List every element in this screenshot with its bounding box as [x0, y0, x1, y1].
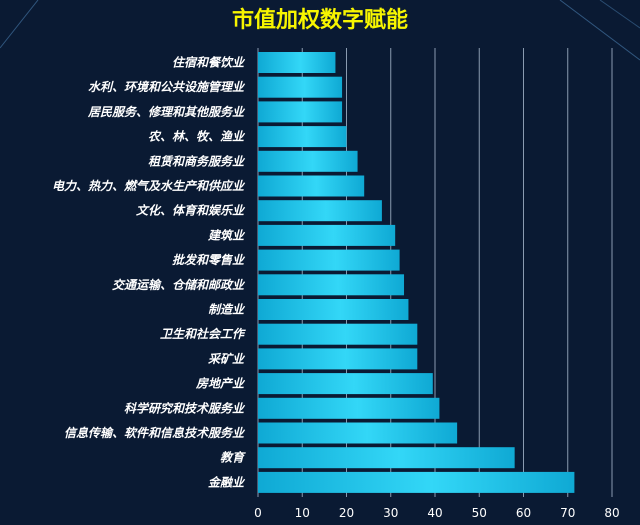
- x-tick-label: 70: [560, 506, 575, 520]
- category-label: 建筑业: [207, 228, 246, 242]
- chart-title: 市值加权数字赋能: [231, 8, 408, 33]
- x-tick-label: 60: [516, 506, 531, 520]
- category-label: 金融业: [208, 475, 246, 489]
- category-label: 教育: [220, 451, 246, 465]
- bar: [258, 422, 458, 444]
- bar: [258, 447, 515, 469]
- bar: [258, 224, 396, 246]
- category-label: 文化、体育和娱乐业: [136, 204, 246, 218]
- x-tick-label: 30: [383, 506, 398, 520]
- bar: [258, 200, 382, 222]
- category-label: 科学研究和技术服务业: [124, 401, 246, 415]
- bar: [258, 249, 400, 271]
- x-tick-label: 40: [427, 506, 442, 520]
- category-label: 房地产业: [195, 377, 246, 391]
- category-label: 采矿业: [208, 352, 246, 366]
- bar: [258, 323, 418, 345]
- x-tick-label: 80: [604, 506, 619, 520]
- x-tick-label: 10: [295, 506, 310, 520]
- decorative-lines: [0, 0, 640, 61]
- category-label: 租赁和商务服务业: [148, 154, 246, 168]
- bar: [258, 52, 336, 73]
- gridlines: [257, 48, 613, 497]
- bar: [258, 299, 409, 320]
- category-label: 制造业: [208, 303, 246, 317]
- category-label: 住宿和餐饮业: [172, 56, 246, 70]
- bar: [258, 274, 405, 296]
- bars: [258, 52, 575, 493]
- category-labels: 住宿和餐饮业水利、环境和公共设施管理业居民服务、修理和其他服务业农、林、牧、渔业…: [52, 56, 246, 490]
- bar: [258, 348, 418, 370]
- x-tick-labels: 0 10 20 30 40 50 60 70 80: [254, 506, 619, 520]
- category-label: 电力、热力、燃气及水生产和供应业: [52, 179, 246, 193]
- bar: [258, 471, 575, 493]
- bar: [258, 126, 347, 148]
- x-tick-label: 50: [472, 506, 487, 520]
- category-label: 信息传输、软件和信息技术服务业: [64, 426, 246, 440]
- bar: [258, 150, 358, 172]
- category-label: 批发和零售业: [172, 253, 246, 267]
- bar: [258, 373, 433, 395]
- category-label: 居民服务、修理和其他服务业: [87, 105, 246, 119]
- category-label: 农、林、牧、渔业: [148, 130, 246, 144]
- bar: [258, 175, 365, 197]
- category-label: 卫生和社会工作: [160, 327, 246, 341]
- bar: [258, 76, 343, 98]
- category-label: 水利、环境和公共设施管理业: [88, 80, 246, 94]
- bar: [258, 101, 343, 123]
- bar: [258, 397, 440, 419]
- x-tick-label: 0: [254, 506, 262, 520]
- category-label: 交通运输、仓储和邮政业: [112, 278, 246, 292]
- x-tick-label: 20: [339, 506, 354, 520]
